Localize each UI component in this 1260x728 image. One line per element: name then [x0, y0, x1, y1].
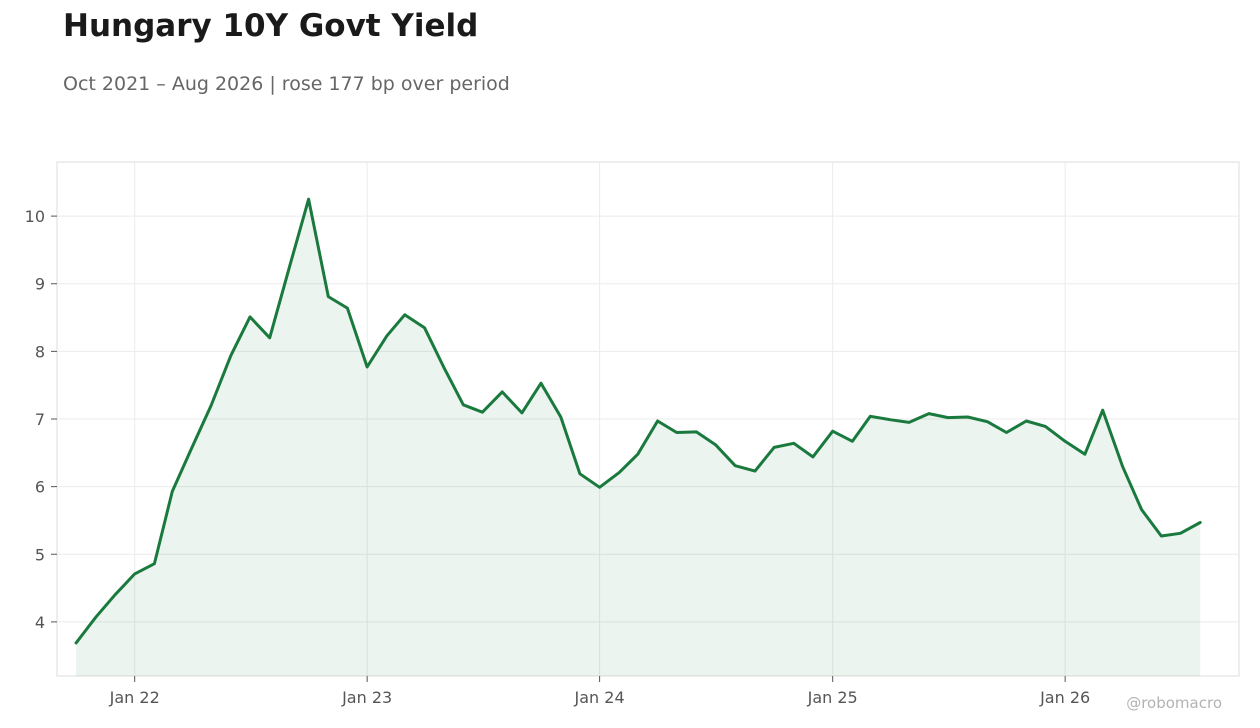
x-tick-label: Jan 25	[807, 688, 858, 707]
chart-subtitle: Oct 2021 – Aug 2026 | rose 177 bp over p…	[63, 73, 510, 95]
y-tick-label: 10	[25, 207, 45, 226]
x-tick-label: Jan 22	[109, 688, 160, 707]
y-tick-label: 6	[35, 478, 45, 497]
y-axis: 4 5 6 7 8 9 10	[25, 207, 57, 632]
y-tick-label: 8	[35, 342, 45, 361]
y-tick-label: 7	[35, 410, 45, 429]
y-tick-label: 9	[35, 275, 45, 294]
x-axis: Jan 22 Jan 23 Jan 24 Jan 25 Jan 26	[109, 676, 1090, 707]
yield-area	[76, 199, 1201, 676]
x-tick-label: Jan 23	[341, 688, 392, 707]
x-tick-label: Jan 26	[1039, 688, 1090, 707]
yield-line	[74, 197, 1202, 645]
y-tick-label: 4	[35, 613, 45, 632]
source-credit: @robomacro	[1126, 694, 1222, 712]
grid-lines	[57, 162, 1239, 676]
y-tick-label: 5	[35, 545, 45, 564]
x-tick-label: Jan 24	[574, 688, 625, 707]
chart-title: Hungary 10Y Govt Yield	[63, 8, 479, 44]
